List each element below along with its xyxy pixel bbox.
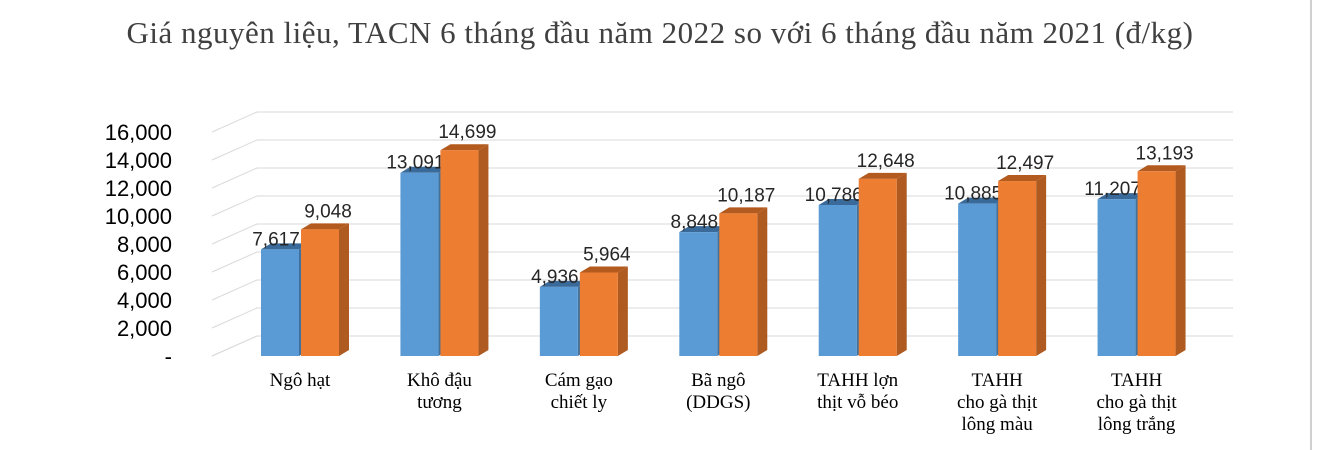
category-label: Bã ngô — [691, 370, 745, 391]
data-label: 13,193 — [1136, 143, 1194, 164]
right-border — [1310, 0, 1312, 450]
bar-top — [261, 243, 309, 250]
bar — [400, 172, 439, 356]
category-label: TAHH — [1111, 370, 1163, 391]
bar-top — [440, 144, 489, 151]
y-tick-label: 12,000 — [105, 176, 172, 201]
category-label: (DDGS) — [686, 392, 750, 413]
bar — [719, 213, 758, 356]
gridline — [211, 307, 1233, 329]
category-label: cho gà thịt — [1096, 392, 1177, 413]
y-tick-label: 6,000 — [117, 260, 172, 285]
floor-edge — [211, 335, 258, 357]
bar-top — [858, 172, 907, 179]
category-label: TAHH lợn — [817, 370, 898, 391]
data-label: 14,699 — [438, 122, 496, 143]
data-label: 8,848 — [671, 212, 719, 233]
category-label: lông trắng — [1098, 414, 1176, 435]
gridline — [211, 139, 1233, 161]
category-label: tương — [417, 392, 462, 413]
y-tick-label: 10,000 — [105, 204, 172, 229]
chart-title: Giá nguyên liệu, TACN 6 tháng đầu năm 20… — [126, 15, 1194, 50]
bar — [818, 204, 857, 356]
bar-side — [757, 207, 768, 356]
bar — [539, 286, 578, 356]
category-label: chiết ly — [551, 392, 608, 413]
bar — [261, 249, 299, 356]
data-label: 13,091 — [386, 153, 444, 174]
gridline — [211, 167, 1233, 189]
bar-side — [896, 172, 907, 356]
data-label: 7,617 — [252, 229, 300, 250]
category-label: Cám gạo — [545, 370, 613, 391]
bar-top — [998, 175, 1047, 182]
bar-top — [958, 197, 1007, 204]
category-label: TAHH — [972, 370, 1024, 391]
category-label: Ngô hạt — [270, 370, 331, 391]
bar-side — [1175, 165, 1186, 356]
bar — [1097, 199, 1136, 356]
gridline — [211, 223, 1233, 245]
bar-side — [339, 223, 349, 356]
bar-top — [400, 166, 449, 173]
data-label: 11,207 — [1084, 179, 1141, 200]
y-tick-label: 4,000 — [117, 288, 172, 313]
data-label: 4,936 — [531, 267, 579, 288]
bar-side — [1036, 175, 1047, 356]
category-label: cho gà thịt — [957, 392, 1038, 413]
data-label: 12,497 — [996, 153, 1054, 174]
bar — [958, 203, 997, 356]
bar-top — [301, 223, 349, 230]
gridline — [211, 111, 1233, 133]
bar — [679, 232, 718, 356]
data-label: 10,187 — [717, 185, 775, 206]
bar — [998, 181, 1037, 356]
data-label: 10,885 — [944, 184, 1002, 205]
bar-top — [818, 198, 867, 205]
bar — [440, 150, 479, 356]
y-tick-label: 8,000 — [117, 232, 172, 257]
bar — [1137, 171, 1176, 356]
y-tick-label: - — [165, 344, 172, 369]
data-label: 12,648 — [857, 151, 915, 172]
bar — [579, 272, 618, 356]
bar-top — [1097, 193, 1146, 200]
bar-top — [1137, 165, 1186, 172]
gridline — [211, 251, 1233, 273]
bar-top — [719, 207, 768, 214]
category-label: Khô đậu — [407, 370, 472, 391]
data-label: 5,964 — [583, 245, 631, 266]
bar — [858, 178, 897, 356]
y-tick-label: 2,000 — [117, 316, 172, 341]
bar-top — [579, 266, 628, 273]
bar-top — [679, 226, 728, 233]
gridline — [211, 279, 1233, 301]
data-label: 10,786 — [805, 185, 863, 206]
bar — [301, 229, 339, 356]
data-label: 9,048 — [304, 201, 352, 222]
category-label: lông màu — [962, 414, 1034, 435]
y-tick-label: 14,000 — [105, 148, 172, 173]
category-label: thịt vỗ béo — [817, 392, 898, 413]
bar-side — [478, 144, 489, 356]
y-tick-label: 16,000 — [105, 120, 172, 145]
bar-top — [539, 280, 588, 287]
gridline — [211, 195, 1233, 217]
bar-side — [617, 266, 628, 356]
